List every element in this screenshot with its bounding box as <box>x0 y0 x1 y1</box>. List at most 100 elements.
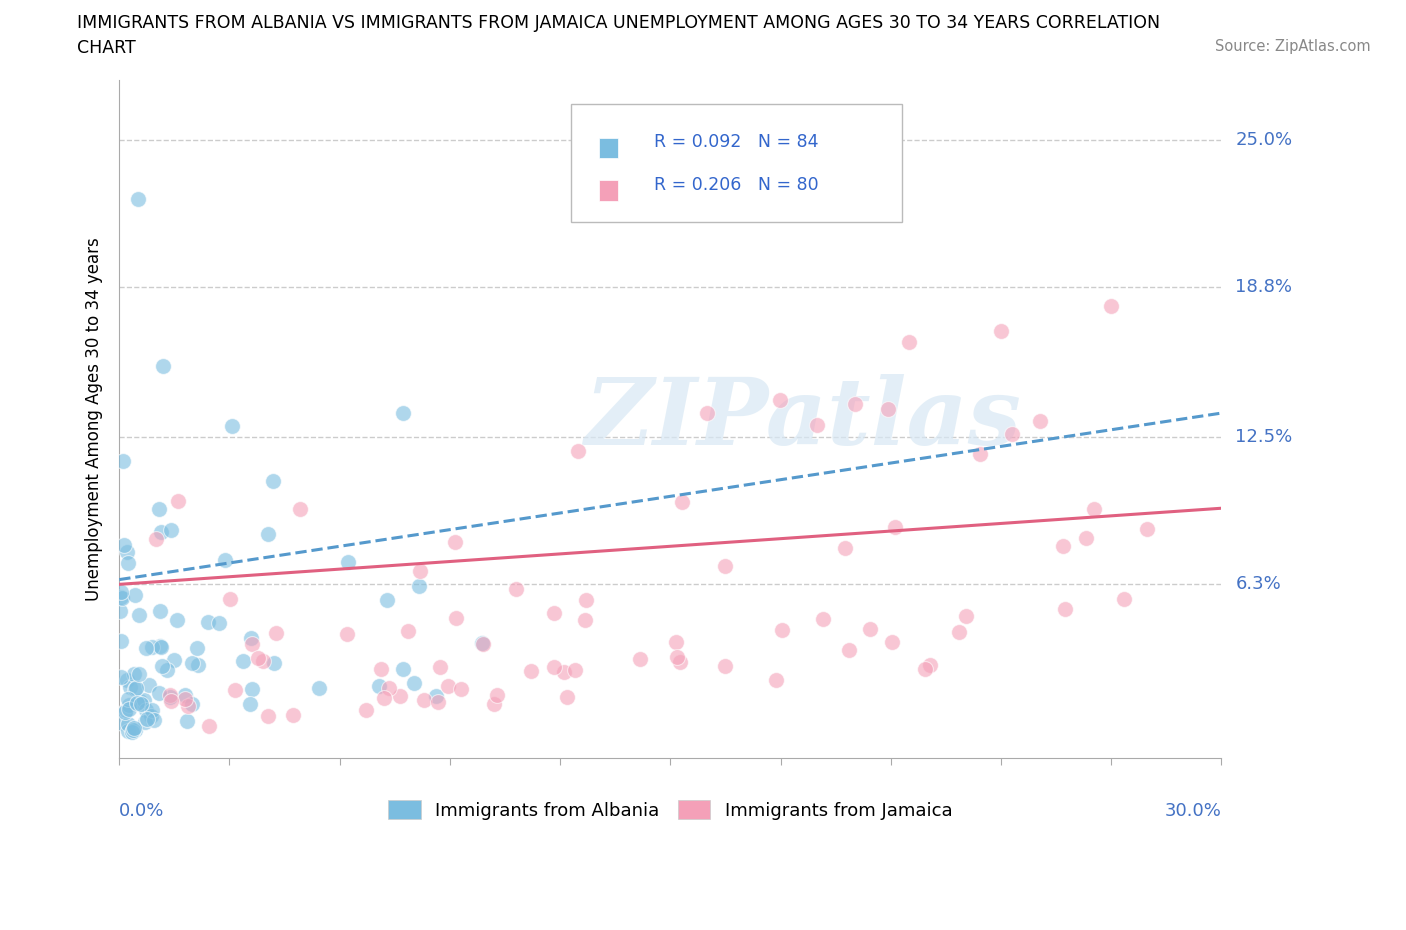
Point <box>159 690 181 705</box>
Point <box>124 588 146 603</box>
Point <box>252 653 274 668</box>
FancyBboxPatch shape <box>599 180 619 201</box>
Point <box>207 616 229 631</box>
Point <box>174 688 197 703</box>
Point <box>118 698 141 712</box>
Text: 25.0%: 25.0% <box>1236 130 1292 149</box>
Point <box>110 585 132 600</box>
Point <box>159 694 181 709</box>
Point <box>173 691 195 706</box>
Text: 0.0%: 0.0% <box>120 802 165 820</box>
Point <box>425 688 447 703</box>
Point <box>408 578 430 593</box>
Point <box>402 675 425 690</box>
Point <box>176 713 198 728</box>
Point <box>838 643 860 658</box>
Text: CHART: CHART <box>77 39 136 57</box>
Point <box>117 716 139 731</box>
Point <box>197 614 219 629</box>
Point <box>224 682 246 697</box>
Point <box>117 692 139 707</box>
Point <box>444 611 467 626</box>
Point <box>139 709 162 724</box>
Point <box>125 680 148 695</box>
Point <box>671 495 693 510</box>
Point <box>125 696 148 711</box>
Point <box>969 446 991 461</box>
Point <box>1074 531 1097 546</box>
Point <box>167 494 190 509</box>
Point <box>118 679 141 694</box>
Point <box>127 192 149 206</box>
Point <box>160 523 183 538</box>
Point <box>396 623 419 638</box>
Point <box>262 473 284 488</box>
Point <box>1001 427 1024 442</box>
Point <box>765 672 787 687</box>
Point <box>373 691 395 706</box>
Point <box>770 623 793 638</box>
Point <box>429 659 451 674</box>
Point <box>181 697 204 711</box>
Point <box>858 621 880 636</box>
Point <box>159 687 181 702</box>
Point <box>876 402 898 417</box>
Point <box>114 705 136 720</box>
Point <box>240 681 263 696</box>
Point <box>135 641 157 656</box>
Point <box>166 612 188 627</box>
Point <box>110 633 132 648</box>
Point <box>150 658 173 673</box>
Text: Source: ZipAtlas.com: Source: ZipAtlas.com <box>1215 39 1371 54</box>
Point <box>811 611 834 626</box>
Point <box>471 635 494 650</box>
Point <box>389 688 412 703</box>
Point <box>134 693 156 708</box>
Point <box>553 665 575 680</box>
Point <box>806 418 828 432</box>
Point <box>112 453 135 468</box>
Point <box>520 663 543 678</box>
Point <box>128 607 150 622</box>
Point <box>121 724 143 739</box>
Point <box>128 667 150 682</box>
Point <box>117 724 139 738</box>
Text: IMMIGRANTS FROM ALBANIA VS IMMIGRANTS FROM JAMAICA UNEMPLOYMENT AMONG AGES 30 TO: IMMIGRANTS FROM ALBANIA VS IMMIGRANTS FR… <box>77 14 1160 32</box>
Point <box>1028 414 1050 429</box>
Point <box>152 358 174 373</box>
Point <box>914 661 936 676</box>
Point <box>288 502 311 517</box>
Point <box>111 591 134 605</box>
Point <box>149 639 172 654</box>
Point <box>443 535 465 550</box>
Point <box>834 540 856 555</box>
FancyBboxPatch shape <box>571 104 901 222</box>
Point <box>257 709 280 724</box>
Point <box>844 396 866 411</box>
Text: ZIPatlas: ZIPatlas <box>583 374 1021 464</box>
Text: 12.5%: 12.5% <box>1236 428 1292 445</box>
Point <box>129 697 152 711</box>
Point <box>156 662 179 677</box>
Point <box>219 591 242 606</box>
Point <box>426 694 449 709</box>
Point <box>221 418 243 433</box>
Point <box>883 520 905 535</box>
Point <box>769 392 792 407</box>
Point <box>242 637 264 652</box>
Point <box>141 703 163 718</box>
Text: 6.3%: 6.3% <box>1236 576 1281 593</box>
Point <box>198 719 221 734</box>
Point <box>264 625 287 640</box>
Point <box>186 641 208 656</box>
Text: 30.0%: 30.0% <box>1164 802 1222 820</box>
Point <box>1053 602 1076 617</box>
Point <box>150 525 173 539</box>
Point <box>575 592 598 607</box>
Text: 18.8%: 18.8% <box>1236 278 1292 296</box>
Point <box>162 653 184 668</box>
Point <box>134 714 156 729</box>
Point <box>148 638 170 653</box>
Legend: Immigrants from Albania, Immigrants from Jamaica: Immigrants from Albania, Immigrants from… <box>381 793 959 827</box>
Point <box>713 658 735 673</box>
